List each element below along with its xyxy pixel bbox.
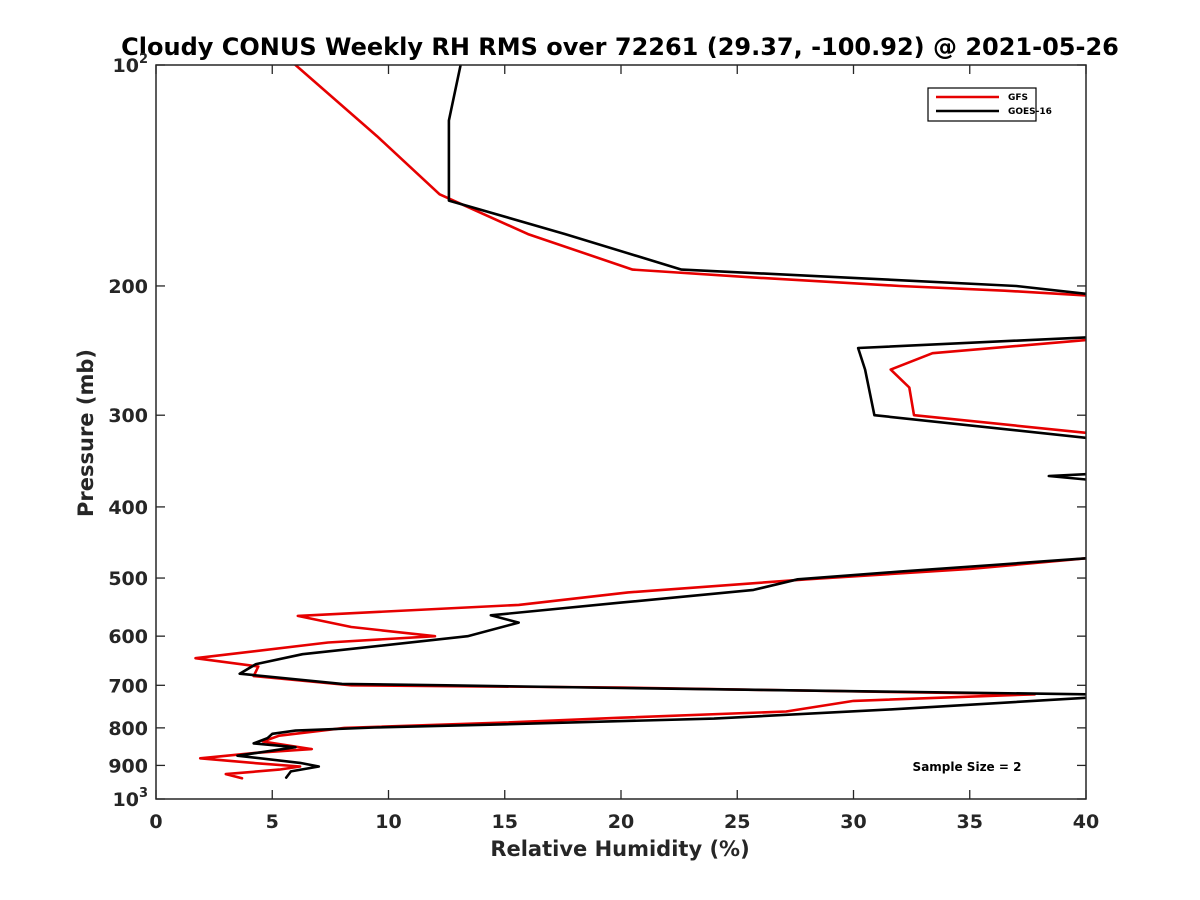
series-line-goes-16-segment-1 — [447, 65, 1086, 296]
x-tick-label: 15 — [492, 811, 518, 833]
y-tick-label: 600 — [108, 626, 148, 648]
x-tick-label: 5 — [266, 811, 279, 833]
x-tick-label: 35 — [957, 811, 983, 833]
series-layer — [194, 65, 1086, 780]
y-tick-label: 800 — [108, 718, 148, 740]
y-tick-label: 400 — [108, 497, 148, 519]
sample-size-annotation: Sample Size = 2 — [913, 760, 1022, 774]
series-line-gfs-segment-3 — [194, 556, 1086, 780]
chart-title: Cloudy CONUS Weekly RH RMS over 72261 (2… — [121, 33, 1119, 61]
series-line-goes-16-segment-5 — [236, 696, 1086, 779]
x-tick-label: 10 — [375, 811, 401, 833]
x-tick-label: 0 — [149, 811, 162, 833]
series-line-gfs-segment-1 — [294, 65, 1086, 297]
y-axis-label: Pressure (mb) — [74, 349, 98, 517]
series-line-goes-16-segment-3 — [1047, 472, 1086, 481]
legend-box — [927, 87, 1037, 122]
y-tick-label: 200 — [108, 276, 148, 298]
y-tick-label: 700 — [108, 675, 148, 697]
ticks-layer: 0 5 10 15 20 25 30 35 40 102 200 300 400 500 600 700 800… — [108, 52, 1099, 833]
x-tick-label: 20 — [608, 811, 634, 833]
series-line-gfs-segment-2 — [889, 338, 1086, 435]
y-tick-label: 300 — [108, 405, 148, 427]
x-tick-label: 30 — [840, 811, 866, 833]
y-tick-label: 900 — [108, 755, 148, 777]
x-tick-label: 25 — [724, 811, 750, 833]
legend-label-goes-16: GOES-16 — [1008, 107, 1052, 117]
series-line-goes-16-segment-2 — [856, 336, 1086, 440]
y-tick-label: 103 — [113, 786, 149, 811]
legend: GFS GOES-16 — [927, 87, 1052, 122]
x-axis-label: Relative Humidity (%) — [490, 837, 749, 861]
y-tick-label: 102 — [113, 52, 149, 77]
x-tick-label: 40 — [1073, 811, 1099, 833]
legend-label-gfs: GFS — [1008, 93, 1028, 103]
series-line-goes-16-segment-4 — [238, 556, 1086, 696]
y-tick-label: 500 — [108, 568, 148, 590]
